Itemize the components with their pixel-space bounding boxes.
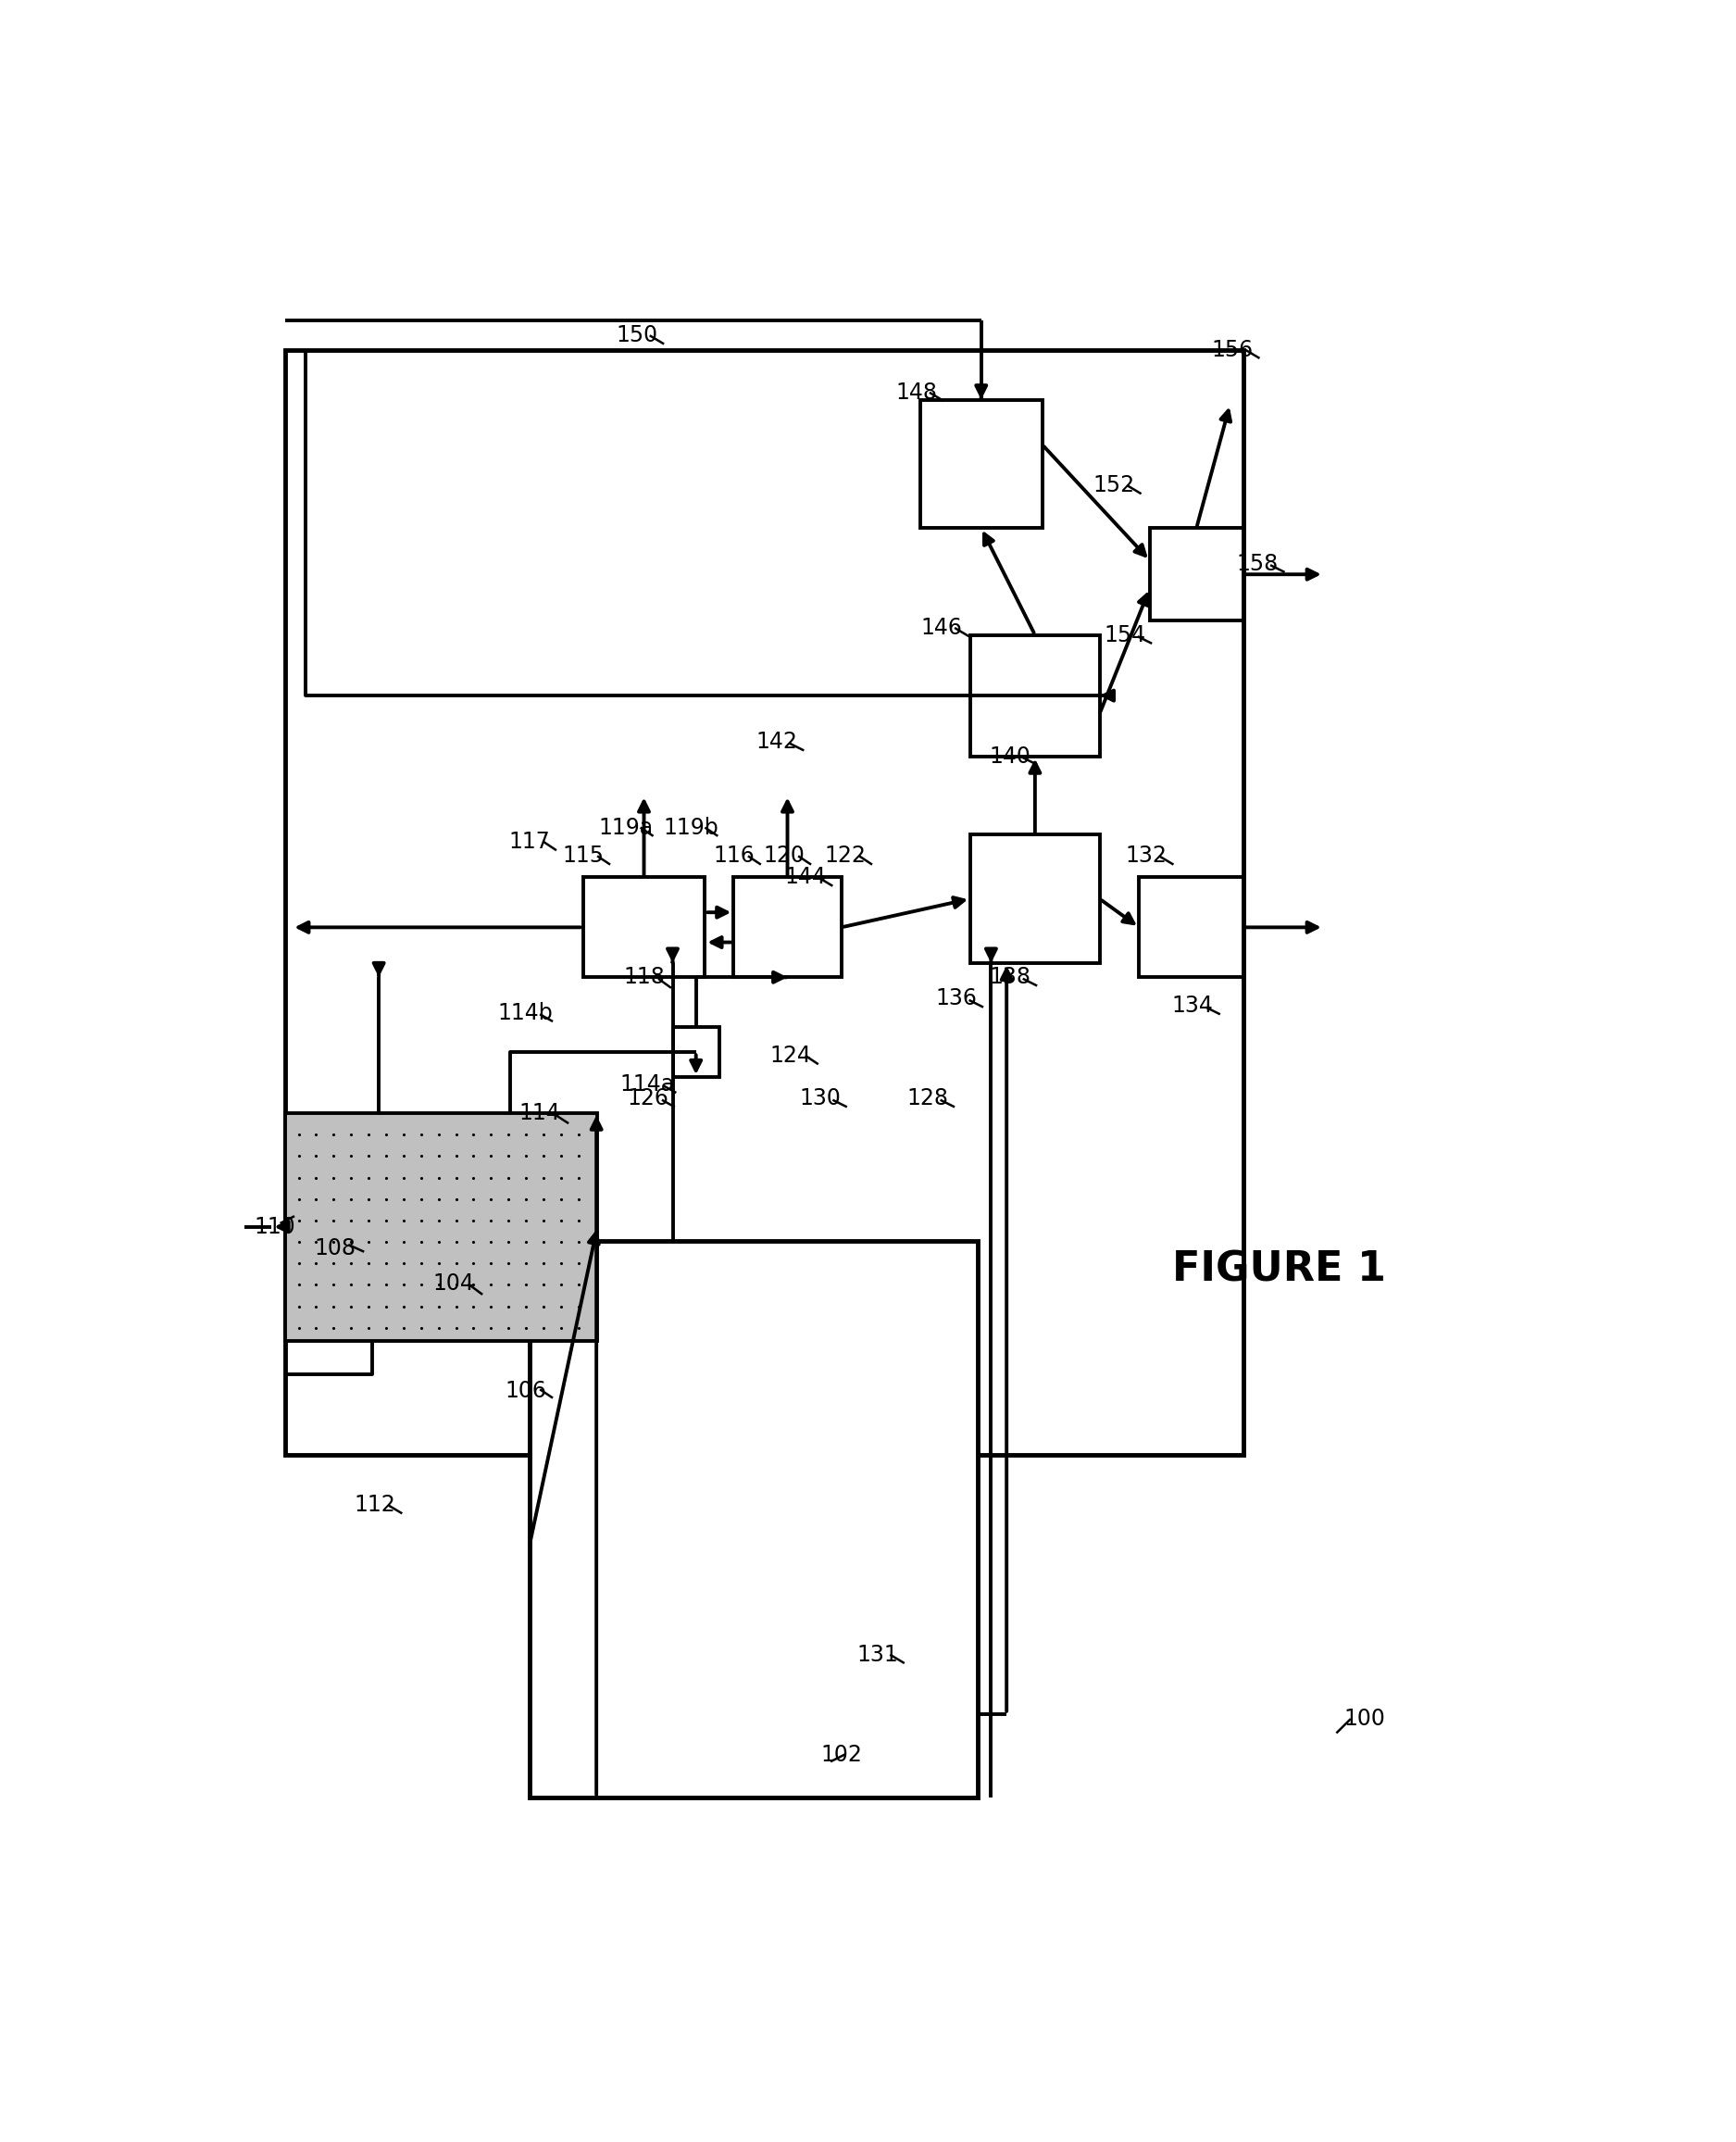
Text: 117: 117 [509,831,550,853]
Text: 130: 130 [799,1088,840,1110]
Text: 142: 142 [755,730,797,754]
Text: 102: 102 [821,1744,863,1765]
Bar [1139,878,1243,977]
Text: 118: 118 [623,966,665,987]
Text: 114b: 114b [498,1002,554,1024]
Bar [672,1028,719,1077]
Bar [285,349,1243,1454]
Text: 114: 114 [519,1101,561,1125]
Text: 128: 128 [906,1088,948,1110]
Bar [970,835,1099,964]
Text: 138: 138 [990,966,1031,987]
Text: 119b: 119b [663,816,719,840]
Text: 152: 152 [1094,473,1135,497]
Bar [920,401,1042,529]
Text: 119a: 119a [599,816,653,840]
Text: 126: 126 [627,1088,668,1110]
Text: 112: 112 [354,1493,396,1517]
Text: 154: 154 [1104,623,1146,647]
Text: 114a: 114a [620,1073,675,1095]
Text: 108: 108 [314,1238,356,1259]
Text: 106: 106 [505,1379,547,1403]
Text: 134: 134 [1172,994,1213,1017]
Text: 100: 100 [1344,1707,1385,1731]
Bar [529,1240,977,1797]
Text: 140: 140 [990,745,1031,767]
Text: 158: 158 [1236,553,1278,574]
Text: 148: 148 [896,381,937,403]
Text: 144: 144 [785,865,826,889]
Text: 124: 124 [771,1045,812,1067]
Bar [285,1112,597,1341]
Text: 136: 136 [936,987,977,1009]
Text: 104: 104 [432,1272,474,1296]
Text: 131: 131 [856,1643,898,1666]
Bar [970,634,1099,756]
Text: 115: 115 [562,844,604,868]
Text: FIGURE 1: FIGURE 1 [1172,1249,1385,1289]
Bar [583,878,705,977]
Bar [1149,529,1243,621]
Text: 110: 110 [253,1217,295,1238]
Text: 150: 150 [616,323,658,347]
Text: 116: 116 [713,844,755,868]
Text: 122: 122 [825,844,866,868]
Text: 120: 120 [764,844,806,868]
Bar [734,878,842,977]
Text: 156: 156 [1212,338,1253,360]
Text: 146: 146 [920,617,962,638]
Text: 132: 132 [1125,844,1167,868]
